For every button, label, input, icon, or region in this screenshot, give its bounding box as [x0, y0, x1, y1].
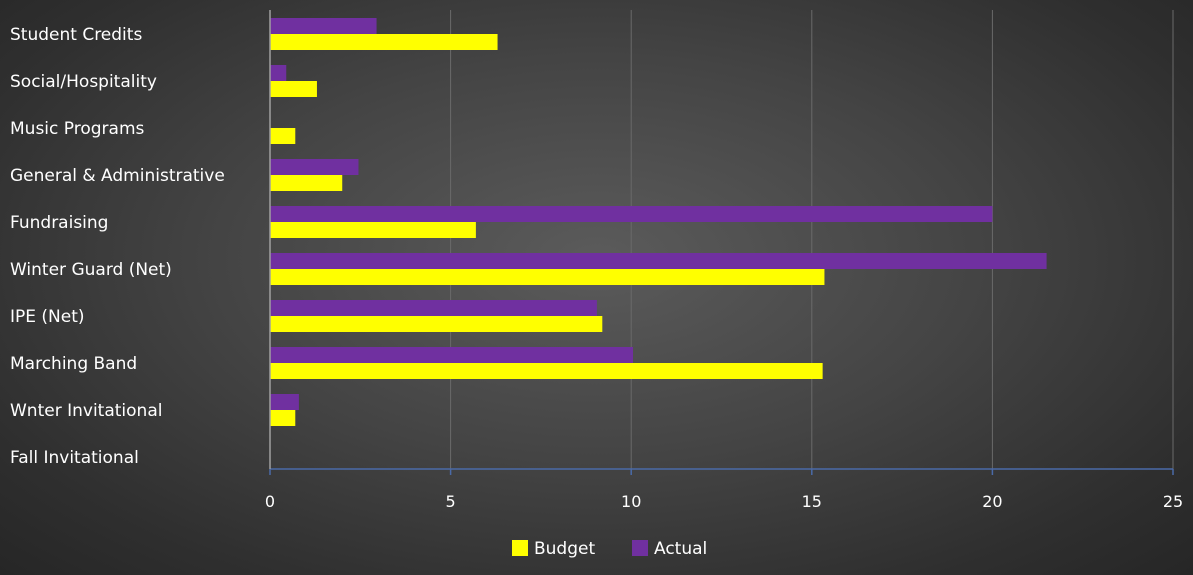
bar-budget-wnter-invitational	[270, 410, 296, 426]
x-axis	[269, 10, 1173, 470]
category-label-student-credits: Student Credits	[10, 25, 142, 45]
gridlines	[450, 10, 1174, 469]
bar-actual-wnter-invitational	[270, 394, 299, 410]
bar-actual-social-hospitality	[270, 65, 287, 81]
bar-actual-student-credits	[270, 18, 377, 34]
x-tick-label-20: 20	[982, 492, 1002, 511]
category-label-marching-band: Marching Band	[10, 354, 137, 374]
bar-actual-winter-guard-net	[270, 253, 1047, 269]
bar-budget-student-credits	[270, 34, 498, 50]
legend: Budget Actual	[512, 539, 707, 559]
category-label-music-programs: Music Programs	[10, 119, 144, 139]
category-label-fall-invitational: Fall Invitational	[10, 448, 139, 468]
bars	[270, 18, 1047, 426]
category-label-wnter-invitational: Wnter Invitational	[10, 401, 162, 421]
x-tick-label-10: 10	[621, 492, 641, 511]
bar-actual-ipe-net	[270, 300, 597, 316]
category-label-winter-guard-net: Winter Guard (Net)	[10, 260, 172, 280]
bar-actual-fundraising	[270, 206, 993, 222]
category-label-ipe-net: IPE (Net)	[10, 307, 85, 327]
bar-budget-ipe-net	[270, 316, 603, 332]
bar-budget-fundraising	[270, 222, 476, 238]
category-labels: Student Credits Social/Hospitality Music P…	[10, 25, 225, 468]
category-label-fundraising: Fundraising	[10, 213, 108, 233]
category-label-general-administrative: General & Administrative	[10, 166, 225, 186]
x-tick-label-5: 5	[446, 492, 456, 511]
bar-actual-marching-band	[270, 347, 634, 363]
x-tick-label-0: 0	[265, 492, 275, 511]
bar-actual-general-administrative	[270, 159, 359, 175]
legend-swatch-budget	[512, 540, 528, 556]
bar-budget-music-programs	[270, 128, 296, 144]
x-tick-label-25: 25	[1163, 492, 1183, 511]
bar-budget-winter-guard-net	[270, 269, 825, 285]
category-label-social-hospitality: Social/Hospitality	[10, 72, 157, 92]
legend-label-actual: Actual	[654, 539, 707, 559]
x-tick-label-15: 15	[802, 492, 822, 511]
bar-budget-social-hospitality	[270, 81, 317, 97]
legend-label-budget: Budget	[534, 539, 595, 559]
bar-budget-general-administrative	[270, 175, 343, 191]
legend-swatch-actual	[632, 540, 648, 556]
bar-budget-marching-band	[270, 363, 823, 379]
x-tick-labels: 0 5 10 15 20 25	[265, 469, 1183, 511]
